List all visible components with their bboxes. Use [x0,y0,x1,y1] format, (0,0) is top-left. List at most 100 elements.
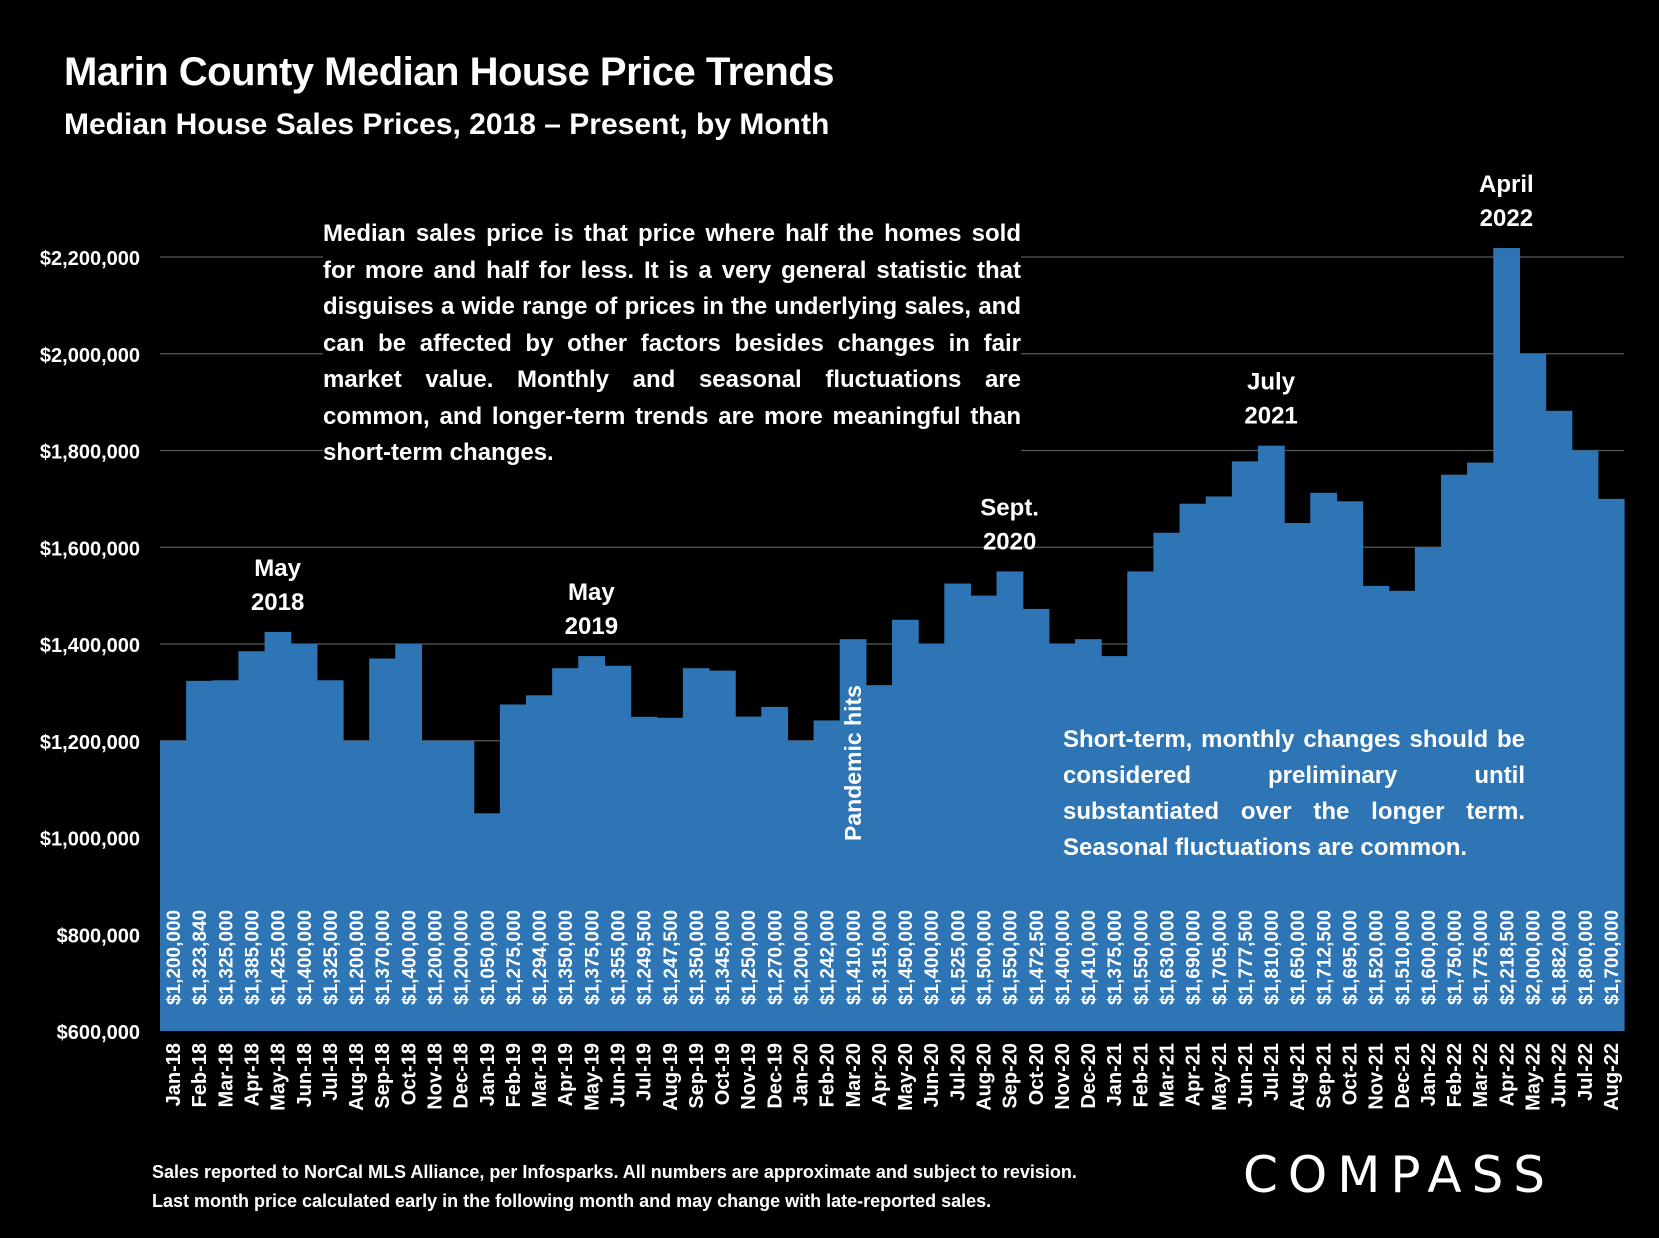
bar-value-label: $1,400,000 [922,910,943,1005]
x-tick-label: Jul-21 [1261,1043,1283,1101]
x-tick-label: Dec-18 [451,1043,473,1109]
bar-value-label: $1,350,000 [687,910,708,1005]
x-tick-label: Apr-21 [1183,1043,1205,1106]
bar-value-label: $2,218,500 [1497,910,1518,1005]
bar-value-label: $1,294,000 [530,910,551,1005]
bar [1571,450,1599,1031]
bar [1205,496,1233,1031]
bar-value-label: $1,355,000 [609,910,630,1005]
bar-value-label: $1,400,000 [399,910,420,1005]
annotation-label: Sept. [980,494,1039,521]
x-tick-label: Nov-19 [738,1043,760,1110]
bar [604,665,632,1031]
bar [552,668,579,1031]
bar [1441,474,1468,1031]
bar-value-label: $1,200,000 [347,910,368,1005]
x-tick-label: Sep-18 [372,1043,394,1109]
bar-value-label: $1,249,500 [635,910,656,1005]
bar-value-label: $1,630,000 [1158,910,1179,1005]
bar-value-label: $2,000,000 [1524,910,1545,1005]
bar-value-label: $1,705,000 [1210,910,1231,1005]
x-tick-label: Dec-20 [1078,1043,1100,1109]
bar [238,651,266,1031]
bar-value-label: $1,510,000 [1393,910,1414,1005]
bar-value-label: $1,200,000 [452,910,473,1005]
bar-value-label: $1,800,000 [1576,910,1597,1005]
bar [787,740,815,1031]
x-tick-label: Aug-21 [1287,1043,1309,1111]
bar-value-label: $1,275,000 [504,910,525,1005]
bar [316,680,344,1031]
bar [1153,532,1181,1031]
x-tick-label: Sep-19 [686,1043,708,1109]
bar-value-label: $1,200,000 [792,910,813,1005]
bar-value-label: $1,695,000 [1341,910,1362,1005]
x-tick-label: Jan-19 [477,1043,499,1106]
bar-value-label: $1,775,000 [1471,910,1492,1005]
bar [1362,585,1390,1031]
bar [839,639,867,1031]
x-tick-label: Apr-20 [869,1043,891,1106]
x-tick-label: Nov-20 [1052,1043,1074,1110]
bar-value-label: $1,425,000 [269,910,290,1005]
x-tick-label: Dec-19 [764,1043,786,1109]
bar [1519,353,1547,1031]
peak-annotations: May 2018 May 2019 Sept. 2020 July 2021 April 2022… [251,171,1534,841]
x-tick-label: Jun-18 [294,1043,316,1107]
bar [996,571,1024,1031]
x-tick-label: Oct-19 [712,1043,734,1105]
bar-value-label: $1,882,000 [1550,910,1571,1005]
x-tick-label: Jun-21 [1235,1043,1257,1107]
bar-value-label: $1,400,000 [1053,910,1074,1005]
bar-value-label: $1,525,000 [948,910,969,1005]
y-tick-label: $2,200,000 [40,248,140,270]
x-tick-label: Feb-19 [503,1043,525,1107]
bar [160,740,187,1031]
bar-value-label: $1,690,000 [1184,910,1205,1005]
bar [865,685,893,1031]
x-tick-label: Mar-20 [843,1043,865,1107]
bar-value-label: $1,050,000 [478,910,499,1005]
x-tick-label: Apr-19 [555,1043,577,1106]
y-axis-tick-labels: $600,000 $800,000 $1,000,000 $1,200,000 $1,4… [40,248,140,1044]
bar-value-label: $1,712,500 [1314,910,1335,1005]
x-axis-tick-labels: Jan-18 Feb-18 Mar-18 Apr-18 May-18 Jun-18 Jul-… [163,1043,1623,1111]
annotation-label: July [1247,369,1296,396]
footnote-line-1: Sales reported to NorCal MLS Alliance, p… [152,1162,1077,1182]
bar [369,658,396,1031]
bar-value-label: $1,247,500 [661,910,682,1005]
x-tick-label: May-21 [1209,1043,1231,1111]
bar-value-label: $1,270,000 [765,910,786,1005]
chart-subtitle: Median House Sales Prices, 2018 – Presen… [64,108,830,141]
annotation-label: April [1479,171,1534,198]
bar [1493,248,1521,1031]
annotation-label: 2018 [251,589,304,616]
bar [1467,462,1494,1031]
bar-value-label: $1,325,000 [321,910,342,1005]
source-footnote: Sales reported to NorCal MLS Alliance, p… [152,1158,1077,1216]
bar [212,680,240,1031]
bar [578,656,606,1031]
x-tick-label: Feb-18 [189,1043,211,1107]
bar-value-label: $1,750,000 [1445,910,1466,1005]
bar [1231,461,1259,1031]
bar-value-label: $1,200,000 [426,910,447,1005]
bar-value-label: $1,385,000 [243,910,264,1005]
bar-value-label: $1,550,000 [1001,910,1022,1005]
x-tick-label: Apr-22 [1496,1043,1518,1106]
y-tick-label: $1,000,000 [40,829,140,851]
bar-value-label: $1,600,000 [1419,910,1440,1005]
x-tick-label: May-18 [268,1043,290,1111]
bar-value-label: $1,472,500 [1027,910,1048,1005]
x-tick-label: Jan-21 [1104,1043,1126,1106]
bar [813,720,841,1031]
y-tick-label: $1,600,000 [40,538,140,560]
bar [1336,501,1364,1031]
bar [656,717,684,1031]
x-tick-label: Nov-18 [425,1043,447,1110]
x-tick-label: Jun-20 [921,1043,943,1107]
y-tick-label: $600,000 [57,1022,140,1044]
footnote-line-2: Last month price calculated early in the… [152,1191,992,1211]
chart-title: Marin County Median House Price Trends [64,50,835,94]
